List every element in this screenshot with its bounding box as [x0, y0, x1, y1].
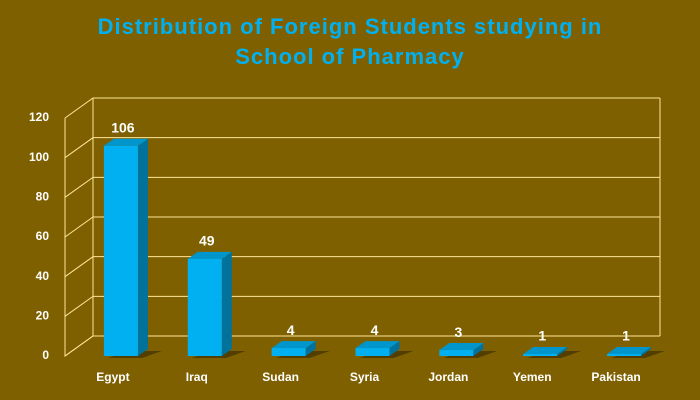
y-tick-label: 120	[29, 110, 49, 124]
bar	[355, 348, 390, 356]
bar-side	[473, 343, 484, 356]
x-tick-label: Pakistan	[591, 370, 640, 384]
bar-side	[557, 347, 568, 356]
data-label: 4	[371, 322, 379, 338]
bar	[187, 258, 222, 356]
bar-side	[221, 251, 232, 356]
grid-line	[64, 216, 660, 238]
bar	[523, 354, 558, 356]
data-label: 4	[287, 322, 295, 338]
bar-top	[187, 251, 232, 259]
data-label: 1	[538, 328, 546, 344]
bar-top	[355, 341, 400, 349]
data-label: 1	[622, 328, 630, 344]
bar-side	[389, 341, 400, 356]
bar	[607, 354, 642, 356]
y-tick-label: 100	[29, 150, 49, 164]
x-tick-label: Jordan	[428, 370, 468, 384]
bar-top	[271, 341, 316, 349]
data-label: 49	[199, 233, 215, 249]
bar-side	[641, 347, 652, 356]
bar	[103, 145, 138, 356]
bar	[439, 350, 474, 356]
x-tick-label: Egypt	[96, 370, 129, 384]
y-tick-label: 0	[42, 348, 49, 362]
grid-line	[64, 295, 660, 317]
data-label: 106	[111, 119, 135, 135]
grid-line	[64, 97, 660, 119]
bar-top	[103, 138, 148, 146]
y-tick-label: 60	[36, 229, 50, 243]
bar-top	[523, 347, 568, 355]
grid-line	[64, 137, 660, 159]
x-tick-label: Yemen	[513, 370, 552, 384]
bar-top	[607, 347, 652, 355]
x-tick-label: Syria	[350, 370, 380, 384]
grid-line	[64, 176, 660, 198]
y-tick-label: 20	[36, 309, 50, 323]
bar-top	[439, 343, 484, 351]
data-label: 3	[454, 324, 462, 340]
x-tick-label: Sudan	[262, 370, 299, 384]
bar	[271, 348, 306, 356]
grid-line	[64, 256, 660, 278]
chart-title: Distribution of Foreign Students studyin…	[97, 14, 603, 69]
bar-side	[305, 341, 316, 356]
y-tick-label: 80	[36, 190, 50, 204]
x-tick-label: Iraq	[186, 370, 208, 384]
bar-side	[137, 138, 148, 356]
grid-line	[64, 335, 660, 357]
y-tick-label: 40	[36, 269, 50, 283]
